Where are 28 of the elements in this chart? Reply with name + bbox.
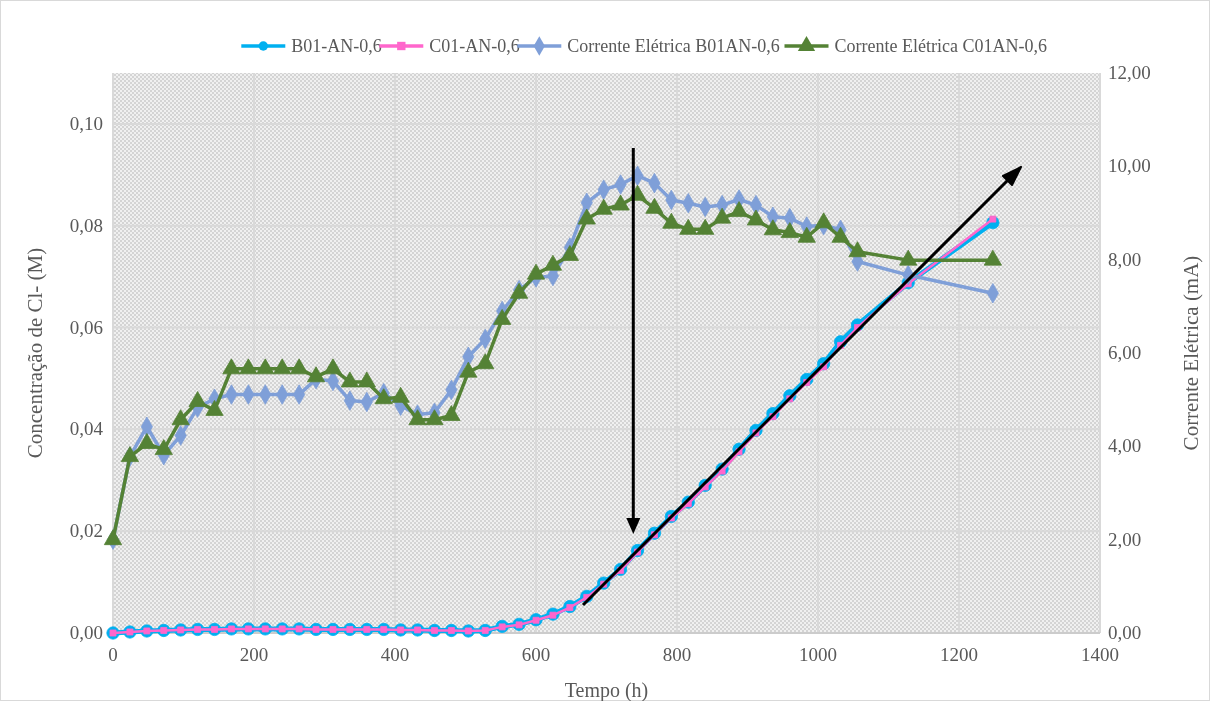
y-tick-label: 0,02 bbox=[69, 520, 103, 542]
y-tick-label: 0,00 bbox=[69, 622, 103, 643]
x-tick-label: 1400 bbox=[1081, 644, 1119, 665]
y2-tick-label: 12,00 bbox=[1108, 62, 1151, 83]
x-tick-label: 400 bbox=[380, 644, 410, 665]
y-tick-label: 0,06 bbox=[69, 316, 103, 338]
x-tick-label: 1000 bbox=[799, 644, 837, 665]
legend-label: C01-AN-0,6 bbox=[429, 36, 520, 56]
y2-tick-label: 8,00 bbox=[1108, 248, 1142, 270]
y-axis-title: Concentração de Cl- (M) bbox=[23, 247, 47, 459]
legend-label: Corrente Elétrica B01AN-0,6 bbox=[567, 36, 780, 56]
y2-axis-title: Corrente Elétrica (mA) bbox=[1179, 255, 1203, 451]
y2-tick-label: 10,00 bbox=[1108, 155, 1151, 177]
x-axis-title: Tempo (h) bbox=[564, 679, 649, 701]
y-tick-label: 0,10 bbox=[69, 112, 103, 134]
y2-tick-label: 6,00 bbox=[1108, 342, 1142, 363]
legend-label: Corrente Elétrica C01AN-0,6 bbox=[834, 36, 1047, 56]
x-tick-label: 200 bbox=[239, 644, 269, 665]
x-tick-label: 800 bbox=[662, 644, 692, 665]
y2-tick-label: 4,00 bbox=[1108, 435, 1142, 457]
y2-tick-label: 0,00 bbox=[1108, 622, 1142, 643]
y2-tick-label: 2,00 bbox=[1108, 528, 1142, 550]
x-tick-label: 600 bbox=[521, 644, 551, 665]
x-tick-label: 1200 bbox=[940, 644, 978, 665]
y-tick-label: 0,08 bbox=[69, 214, 103, 236]
y-tick-label: 0,04 bbox=[69, 418, 104, 440]
x-tick-label: 0 bbox=[108, 644, 118, 665]
legend-label: B01-AN-0,6 bbox=[291, 36, 382, 56]
